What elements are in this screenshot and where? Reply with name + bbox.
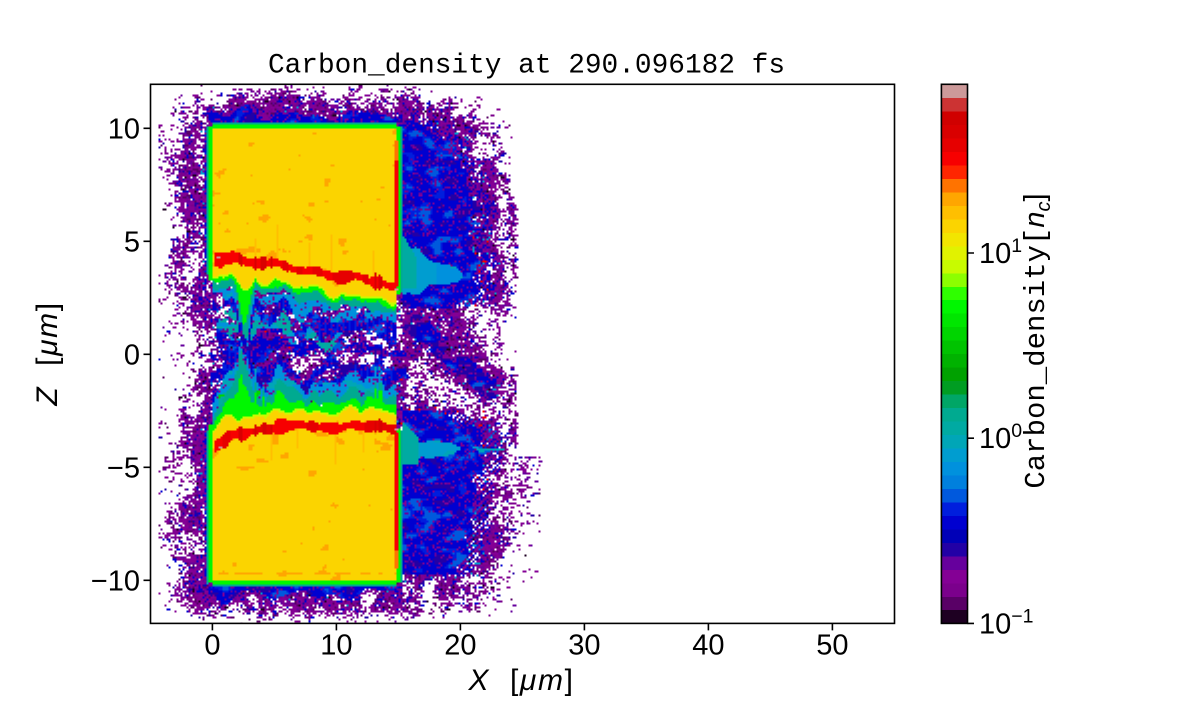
svg-text:10: 10 (320, 630, 352, 662)
svg-text:50: 50 (816, 630, 848, 662)
svg-text:Z [μm]: Z [μm] (31, 301, 64, 406)
svg-text:−5: −5 (107, 452, 140, 484)
svg-text:5: 5 (124, 226, 140, 258)
svg-text:X [μm]: X [μm] (467, 664, 574, 697)
svg-text:0: 0 (124, 339, 140, 371)
svg-text:10−1: 10−1 (979, 605, 1034, 640)
svg-text:10: 10 (108, 113, 140, 145)
svg-text:Carbon_density[nc]: Carbon_density[nc] (1019, 193, 1055, 488)
svg-text:Carbon_density at 290.096182 f: Carbon_density at 290.096182 fs (268, 51, 785, 82)
svg-text:30: 30 (568, 630, 600, 662)
svg-text:−10: −10 (91, 565, 140, 597)
svg-text:20: 20 (444, 630, 476, 662)
svg-text:40: 40 (692, 630, 724, 662)
svg-text:0: 0 (204, 630, 220, 662)
